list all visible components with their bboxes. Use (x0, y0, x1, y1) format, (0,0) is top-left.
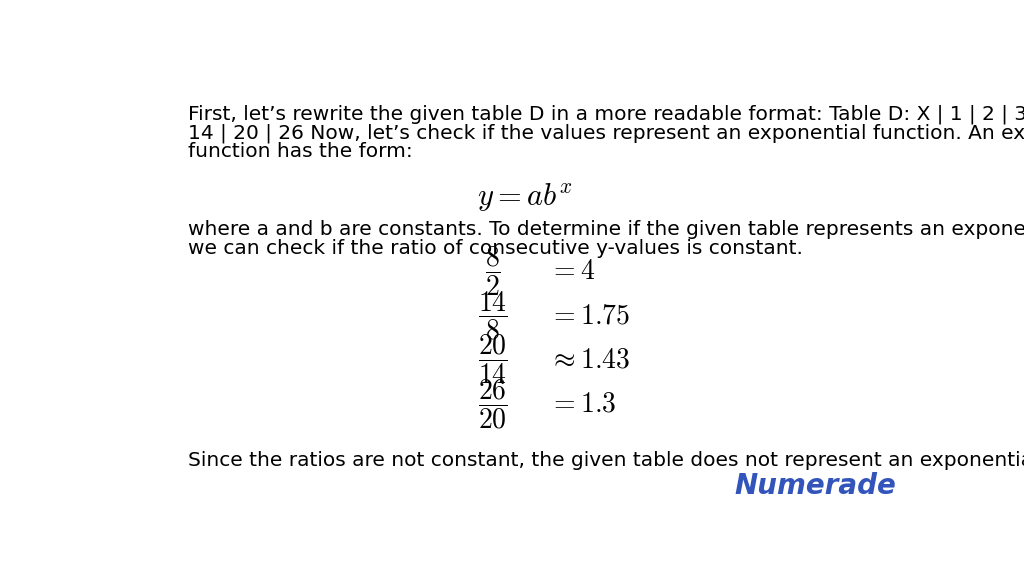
Text: 14 | 20 | 26 Now, let’s check if the values represent an exponential function. A: 14 | 20 | 26 Now, let’s check if the val… (187, 123, 1024, 143)
Text: Since the ratios are not constant, the given table does not represent an exponen: Since the ratios are not constant, the g… (187, 450, 1024, 469)
Text: $\dfrac{26}{20}$: $\dfrac{26}{20}$ (478, 377, 508, 431)
Text: function has the form:: function has the form: (187, 142, 413, 161)
Text: Numerade: Numerade (734, 472, 896, 500)
Text: $= 4$: $= 4$ (549, 257, 595, 285)
Text: $\dfrac{14}{8}$: $\dfrac{14}{8}$ (478, 289, 508, 342)
Text: where a and b are constants. To determine if the given table represents an expon: where a and b are constants. To determin… (187, 220, 1024, 239)
Text: $\dfrac{20}{14}$: $\dfrac{20}{14}$ (478, 333, 508, 386)
Text: First, let’s rewrite the given table D in a more readable format: Table D: X | 1: First, let’s rewrite the given table D i… (187, 105, 1024, 124)
Text: $\dfrac{8}{2}$: $\dfrac{8}{2}$ (485, 244, 501, 298)
Text: we can check if the ratio of consecutive y-values is constant.: we can check if the ratio of consecutive… (187, 238, 803, 257)
Text: $y = ab^x$: $y = ab^x$ (477, 181, 572, 213)
Text: $\approx 1.43$: $\approx 1.43$ (549, 346, 630, 374)
Text: $= 1.3$: $= 1.3$ (549, 390, 616, 418)
Text: $= 1.75$: $= 1.75$ (549, 301, 630, 329)
